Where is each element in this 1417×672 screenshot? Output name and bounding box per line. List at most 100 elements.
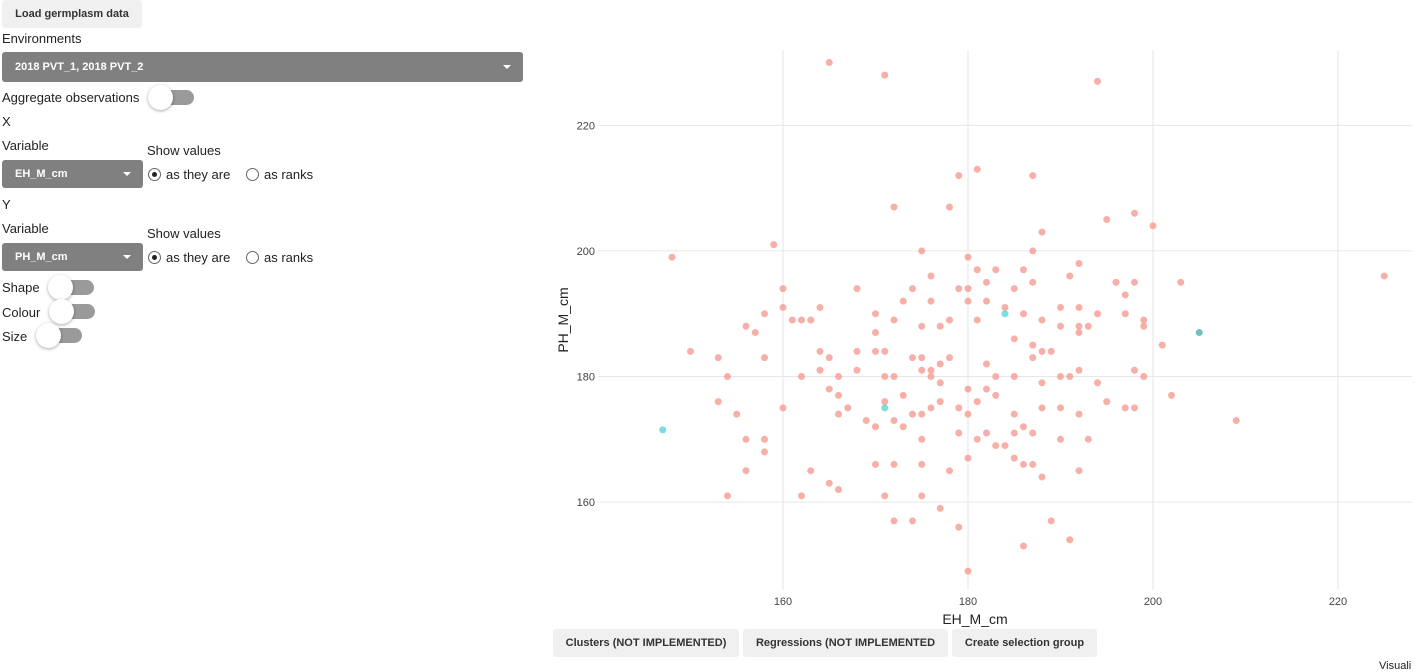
data-point[interactable] — [798, 373, 805, 381]
data-point[interactable] — [853, 366, 861, 374]
data-point[interactable] — [816, 347, 824, 355]
data-point[interactable] — [668, 253, 676, 261]
data-point[interactable] — [936, 398, 944, 406]
data-point[interactable] — [1075, 366, 1083, 374]
data-point[interactable] — [872, 329, 879, 337]
data-point[interactable] — [825, 385, 833, 393]
data-point[interactable] — [1158, 341, 1166, 349]
data-point[interactable] — [1103, 216, 1111, 224]
data-point[interactable] — [992, 442, 1000, 450]
data-point[interactable] — [761, 448, 768, 456]
data-point[interactable] — [1057, 435, 1064, 443]
data-point[interactable] — [1010, 285, 1018, 293]
data-point[interactable] — [955, 285, 963, 293]
data-point[interactable] — [835, 410, 842, 418]
data-point[interactable] — [890, 203, 898, 211]
data-point[interactable] — [761, 354, 768, 362]
data-point[interactable] — [909, 517, 916, 525]
data-point[interactable] — [955, 429, 963, 437]
data-point[interactable] — [1066, 272, 1074, 280]
data-point[interactable] — [881, 492, 889, 500]
data-point[interactable] — [1057, 404, 1064, 412]
data-point[interactable] — [1029, 460, 1037, 468]
data-point[interactable] — [1057, 373, 1064, 381]
data-point[interactable] — [983, 385, 990, 393]
data-point[interactable] — [1066, 373, 1074, 381]
data-point[interactable] — [1029, 341, 1037, 349]
data-point[interactable] — [1380, 272, 1388, 280]
data-point[interactable] — [1010, 373, 1018, 381]
data-point[interactable] — [890, 373, 898, 381]
data-point[interactable] — [927, 373, 935, 381]
data-point[interactable] — [807, 467, 815, 475]
data-point[interactable] — [890, 460, 898, 468]
data-point[interactable] — [983, 429, 990, 437]
data-point[interactable] — [1057, 303, 1064, 311]
data-point[interactable] — [724, 373, 731, 381]
data-point[interactable] — [1075, 303, 1083, 311]
data-point[interactable] — [964, 454, 972, 462]
data-point[interactable] — [1094, 379, 1101, 387]
x-radio-as-is[interactable]: as they are — [148, 167, 230, 182]
data-point[interactable] — [1038, 347, 1046, 355]
data-point[interactable] — [946, 467, 953, 475]
data-point[interactable] — [844, 404, 852, 412]
data-point[interactable] — [955, 172, 963, 180]
data-point[interactable] — [835, 486, 842, 494]
data-point[interactable] — [890, 517, 898, 525]
data-point[interactable] — [853, 347, 861, 355]
scatter-plot[interactable]: 160 180 200 220 160 180 200 220 EH_M_cm PH_M_cm — [548, 40, 1417, 630]
data-point[interactable] — [1047, 347, 1055, 355]
data-point[interactable] — [890, 316, 898, 324]
data-point[interactable] — [1075, 322, 1083, 330]
data-point[interactable] — [687, 347, 694, 355]
data-point[interactable] — [983, 360, 990, 368]
load-germplasm-button[interactable]: Load germplasm data — [2, 0, 142, 28]
data-point[interactable] — [1010, 410, 1018, 418]
data-point[interactable] — [853, 285, 861, 293]
data-point[interactable] — [1094, 310, 1101, 318]
data-point[interactable] — [1066, 536, 1074, 544]
shape-toggle[interactable] — [48, 275, 94, 300]
data-point[interactable] — [788, 316, 796, 324]
data-point[interactable] — [1020, 266, 1027, 274]
data-point[interactable] — [1038, 379, 1046, 387]
colour-toggle[interactable] — [49, 299, 95, 324]
data-point[interactable] — [918, 435, 926, 443]
data-point[interactable] — [936, 360, 944, 368]
data-point[interactable] — [779, 285, 787, 293]
data-point[interactable] — [927, 297, 935, 305]
data-point[interactable] — [983, 297, 990, 305]
data-point[interactable] — [761, 435, 768, 443]
data-point[interactable] — [964, 297, 972, 305]
data-point[interactable] — [964, 385, 972, 393]
data-point[interactable] — [1121, 404, 1129, 412]
data-point[interactable] — [1131, 209, 1138, 217]
data-point[interactable] — [936, 322, 944, 330]
data-point[interactable] — [1084, 322, 1092, 330]
data-point[interactable] — [872, 310, 879, 318]
data-point[interactable] — [973, 266, 981, 274]
data-point[interactable] — [733, 410, 741, 418]
data-point[interactable] — [1121, 310, 1129, 318]
data-point[interactable] — [1168, 391, 1175, 399]
x-radio-ranks[interactable]: as ranks — [246, 167, 313, 182]
data-point[interactable] — [1195, 329, 1203, 337]
data-point[interactable] — [955, 523, 963, 531]
data-point[interactable] — [1094, 77, 1101, 85]
data-point[interactable] — [1232, 416, 1240, 424]
data-point[interactable] — [1140, 316, 1148, 324]
data-point[interactable] — [825, 479, 833, 487]
data-point[interactable] — [881, 398, 889, 406]
data-point[interactable] — [881, 347, 889, 355]
data-point[interactable] — [1001, 442, 1009, 450]
data-point[interactable] — [918, 247, 926, 255]
data-point[interactable] — [1020, 423, 1027, 431]
data-point[interactable] — [1121, 291, 1129, 299]
data-point[interactable] — [770, 241, 778, 249]
data-point[interactable] — [779, 404, 787, 412]
data-point[interactable] — [798, 492, 805, 500]
data-point[interactable] — [872, 347, 879, 355]
data-point[interactable] — [927, 404, 935, 412]
data-point[interactable] — [872, 460, 879, 468]
